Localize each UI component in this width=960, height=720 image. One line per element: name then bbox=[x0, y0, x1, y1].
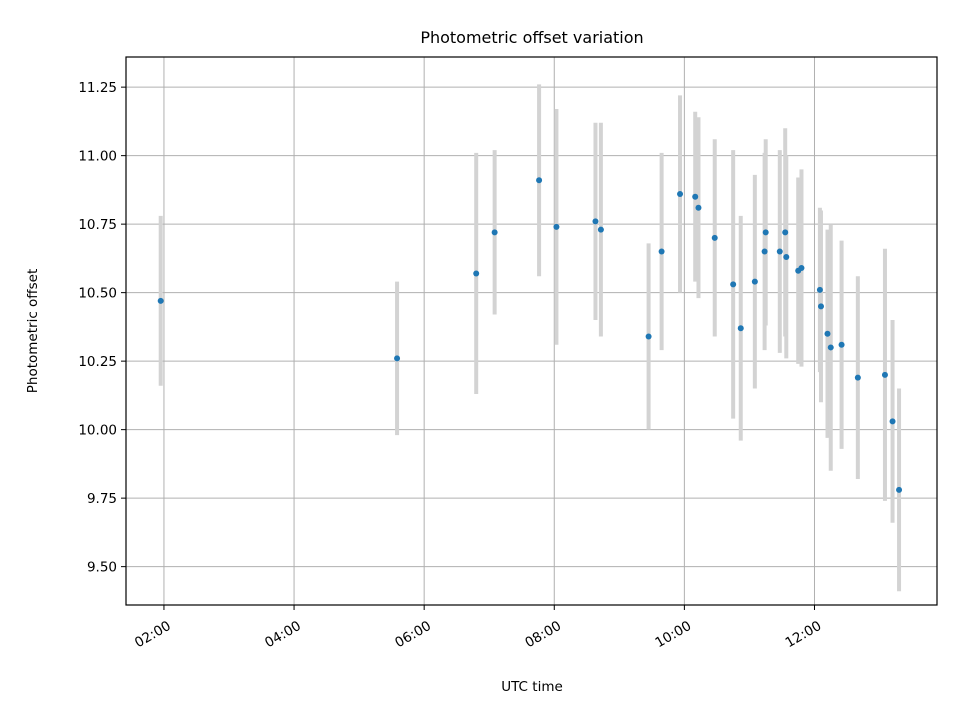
plot-frame bbox=[125, 56, 938, 606]
grid bbox=[126, 57, 937, 605]
data-point bbox=[782, 229, 789, 236]
data-point bbox=[491, 229, 498, 236]
data-point bbox=[827, 344, 834, 351]
data-point bbox=[536, 177, 543, 184]
data-point bbox=[695, 204, 702, 211]
data-point bbox=[394, 355, 401, 362]
y-tick-label: 10.25 bbox=[78, 354, 117, 370]
data-point bbox=[597, 226, 604, 233]
data-point bbox=[817, 303, 824, 310]
y-tick-label: 9.75 bbox=[87, 491, 117, 507]
data-point bbox=[881, 371, 888, 378]
data-point bbox=[783, 254, 790, 261]
data-point bbox=[711, 234, 718, 241]
data-point bbox=[645, 333, 652, 340]
y-tick-label: 10.00 bbox=[78, 423, 117, 439]
y-axis-ticks: 9.50 9.75 10.00 10.25 10.50 10.75 11.00 11.25 bbox=[78, 80, 126, 576]
data-point bbox=[737, 325, 744, 332]
data-point bbox=[816, 286, 823, 293]
data-point bbox=[658, 248, 665, 255]
data-point bbox=[751, 278, 758, 285]
data-point bbox=[854, 374, 861, 381]
x-axis-label: UTC time bbox=[501, 679, 563, 695]
y-tick-label: 11.25 bbox=[78, 80, 117, 96]
data-markers bbox=[157, 177, 903, 493]
data-point bbox=[473, 270, 480, 277]
data-point bbox=[838, 341, 845, 348]
data-point bbox=[592, 218, 599, 225]
data-point bbox=[730, 281, 737, 288]
y-tick-label: 9.50 bbox=[87, 560, 117, 576]
data-point bbox=[824, 330, 831, 337]
data-point bbox=[762, 229, 769, 236]
y-tick-label: 11.00 bbox=[78, 149, 117, 165]
data-point bbox=[553, 223, 560, 230]
y-tick-label: 10.50 bbox=[78, 286, 117, 302]
data-point bbox=[776, 248, 783, 255]
chart-title: Photometric offset variation bbox=[420, 28, 643, 47]
data-point bbox=[761, 248, 768, 255]
data-point bbox=[677, 191, 684, 197]
y-axis-label: Photometric offset bbox=[25, 269, 41, 393]
data-point bbox=[889, 418, 896, 425]
data-point bbox=[896, 486, 903, 493]
data-point bbox=[798, 264, 805, 271]
data-point bbox=[692, 193, 699, 200]
y-tick-label: 10.75 bbox=[78, 217, 117, 233]
data-point bbox=[157, 297, 164, 304]
